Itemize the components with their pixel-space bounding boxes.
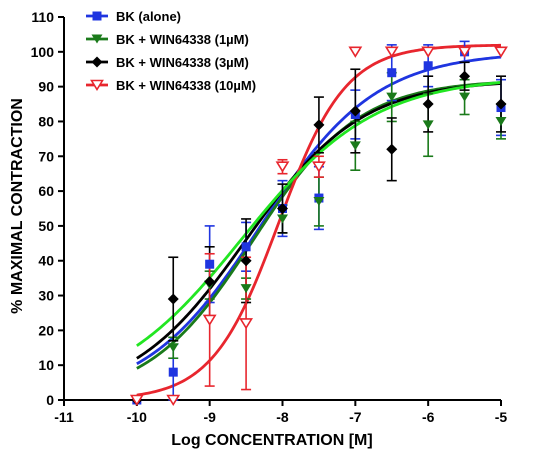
axes: 0 10 20 30 40 50 60 70 80 90 100 110 -11 -10 -9 -8 -7 -6 -…	[31, 9, 508, 425]
data-point	[311, 161, 326, 173]
y-tick-label: 70	[38, 148, 54, 164]
y-tick-label: 10	[38, 357, 54, 373]
data-points	[129, 46, 508, 407]
data-point	[240, 284, 252, 294]
legend-marker	[91, 56, 103, 68]
y-tick-label: 110	[31, 9, 54, 25]
data-point	[166, 394, 181, 407]
y-tick-label: 100	[31, 44, 55, 60]
x-tick-label: -10	[127, 409, 147, 425]
data-point	[459, 92, 471, 102]
data-point	[168, 367, 178, 377]
y-axis-title: % MAXIMAL CONTRACTION	[9, 98, 26, 314]
data-point	[495, 98, 507, 110]
x-tick-label: -8	[276, 409, 289, 425]
data-point	[386, 143, 398, 155]
y-tick-label: 60	[38, 183, 54, 199]
x-tick-label: -7	[349, 409, 362, 425]
x-tick-label: -11	[54, 409, 74, 425]
legend-marker	[91, 34, 103, 44]
data-point	[277, 203, 288, 214]
y-tick-label: 0	[46, 392, 54, 408]
data-point	[422, 98, 434, 110]
x-tick-label: -6	[422, 409, 435, 425]
y-tick-label: 20	[38, 322, 54, 338]
data-point	[387, 68, 397, 78]
data-point	[240, 255, 252, 267]
x-axis-title: Log CONCENTRATION [M]	[171, 432, 372, 449]
data-point	[459, 70, 471, 82]
data-point	[275, 161, 290, 173]
y-tick-label: 80	[38, 113, 54, 129]
data-point	[421, 46, 436, 58]
data-point	[167, 343, 179, 353]
data-point	[384, 46, 399, 58]
data-point	[422, 120, 434, 130]
legend-label: BK + WIN64338 (1µM)	[116, 32, 249, 47]
data-point	[129, 394, 144, 407]
data-point	[495, 116, 507, 126]
data-point	[277, 214, 288, 224]
data-point	[241, 242, 251, 252]
legend-marker	[92, 11, 102, 21]
data-point	[202, 314, 217, 326]
y-tick-label: 40	[38, 253, 54, 269]
data-point	[423, 61, 433, 71]
legend-marker	[90, 79, 104, 92]
data-point	[457, 46, 472, 58]
data-point	[313, 197, 325, 207]
y-tick-label: 30	[38, 288, 54, 304]
legend: BK (alone) BK + WIN64338 (1µM) BK + WIN643…	[86, 9, 256, 93]
data-point	[349, 141, 361, 151]
x-tick-label: -9	[203, 409, 216, 425]
y-tick-label: 90	[38, 79, 54, 95]
data-point	[348, 46, 363, 58]
data-point	[205, 259, 215, 269]
legend-label: BK (alone)	[116, 9, 181, 24]
data-point	[494, 46, 508, 58]
data-point	[167, 293, 179, 305]
y-tick-label: 50	[38, 218, 54, 234]
x-tick-label: -5	[495, 409, 508, 425]
data-point	[386, 92, 398, 102]
data-point	[313, 119, 325, 131]
data-point	[349, 105, 361, 117]
data-point	[204, 276, 216, 288]
data-point	[239, 318, 254, 330]
legend-label: BK + WIN64338 (10µM)	[116, 78, 256, 93]
legend-label: BK + WIN64338 (3µM)	[116, 55, 249, 70]
